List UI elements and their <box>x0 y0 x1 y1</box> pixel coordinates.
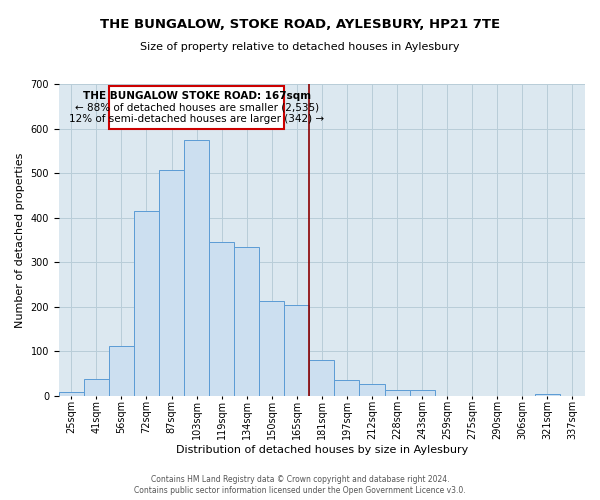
Bar <box>234 248 259 396</box>
Bar <box>159 170 184 396</box>
Bar <box>410 390 434 396</box>
Bar <box>259 302 284 396</box>
Bar <box>84 379 109 396</box>
Bar <box>209 242 234 396</box>
Text: Contains public sector information licensed under the Open Government Licence v3: Contains public sector information licen… <box>134 486 466 495</box>
Bar <box>134 211 159 396</box>
Text: 12% of semi-detached houses are larger (342) →: 12% of semi-detached houses are larger (… <box>69 114 324 124</box>
Bar <box>284 306 310 396</box>
Text: THE BUNGALOW, STOKE ROAD, AYLESBURY, HP21 7TE: THE BUNGALOW, STOKE ROAD, AYLESBURY, HP2… <box>100 18 500 30</box>
Bar <box>184 140 209 396</box>
Bar <box>385 390 410 396</box>
Text: Contains HM Land Registry data © Crown copyright and database right 2024.: Contains HM Land Registry data © Crown c… <box>151 475 449 484</box>
Text: THE BUNGALOW STOKE ROAD: 167sqm: THE BUNGALOW STOKE ROAD: 167sqm <box>83 90 311 101</box>
Text: ← 88% of detached houses are smaller (2,535): ← 88% of detached houses are smaller (2,… <box>74 102 319 113</box>
Bar <box>359 384 385 396</box>
Bar <box>535 394 560 396</box>
Bar <box>310 360 334 396</box>
FancyBboxPatch shape <box>109 86 284 128</box>
Bar <box>109 346 134 396</box>
Y-axis label: Number of detached properties: Number of detached properties <box>15 152 25 328</box>
Text: Size of property relative to detached houses in Aylesbury: Size of property relative to detached ho… <box>140 42 460 52</box>
X-axis label: Distribution of detached houses by size in Aylesbury: Distribution of detached houses by size … <box>176 445 468 455</box>
Bar <box>59 392 84 396</box>
Bar <box>334 380 359 396</box>
